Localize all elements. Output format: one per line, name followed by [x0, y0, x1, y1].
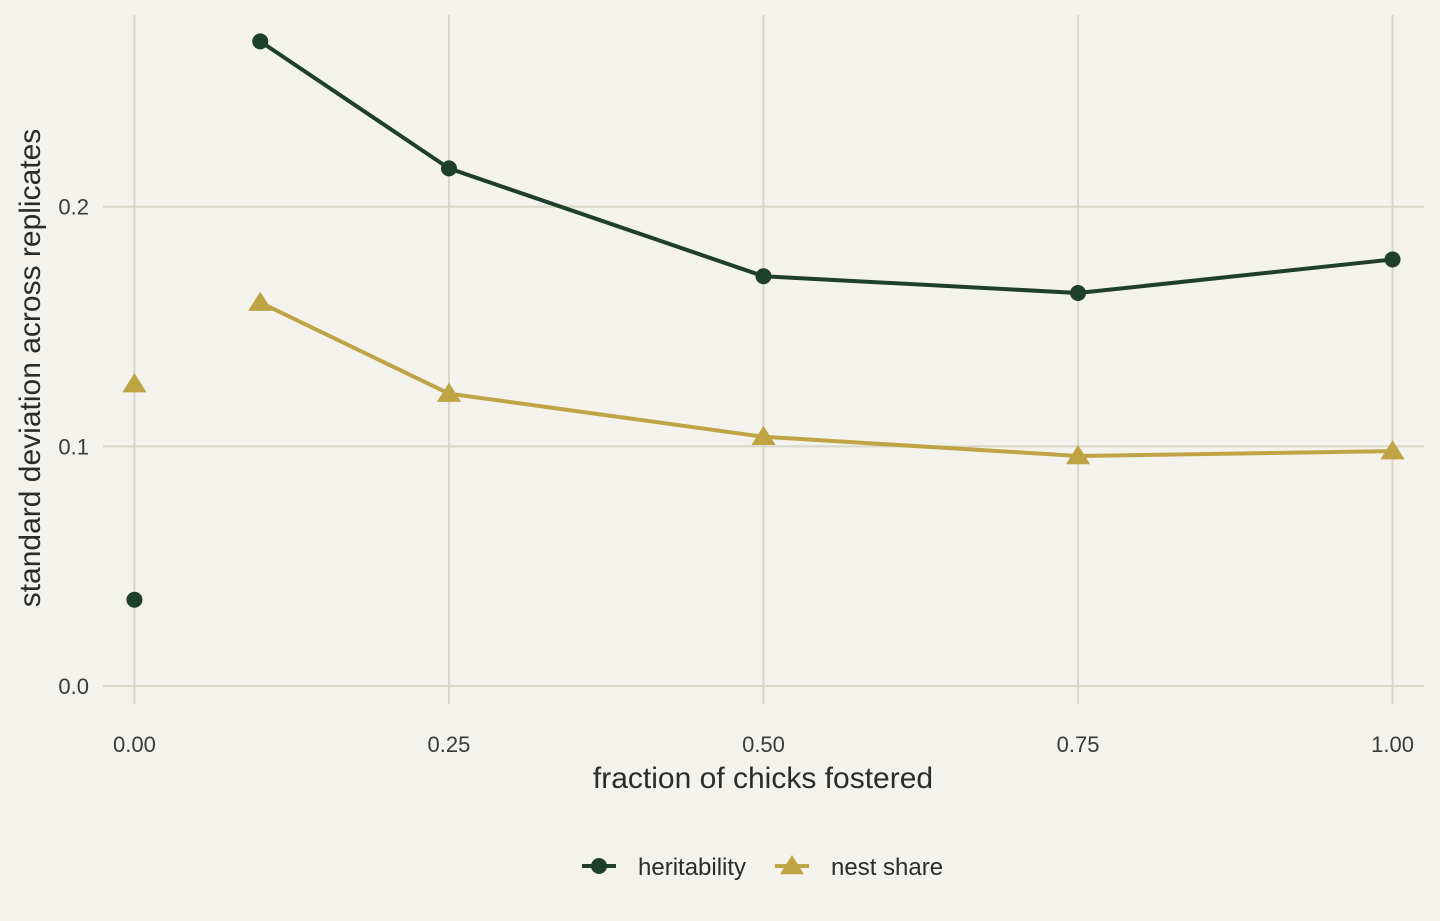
y-tick-label: 0.2	[58, 195, 89, 220]
series-line-heritability	[259, 39, 1393, 295]
data-point-nest-share	[248, 291, 273, 311]
series-layer	[122, 33, 1405, 608]
series-nest-share	[122, 291, 1405, 465]
data-point-heritability	[440, 160, 457, 177]
legend-marker-heritability	[591, 858, 607, 874]
data-point-heritability	[1384, 251, 1401, 268]
x-axis-ticks: 0.00 0.25 0.50 0.75 1.00	[113, 732, 1414, 757]
x-tick-label: 0.50	[742, 732, 785, 757]
data-point-heritability	[1070, 284, 1087, 301]
series-heritability	[126, 33, 1401, 608]
x-tick-label: 0.75	[1057, 732, 1100, 757]
data-point-nest-share	[122, 373, 147, 393]
gridlines	[103, 15, 1424, 704]
legend-marker-nest-share	[779, 855, 805, 875]
y-tick-label: 0.1	[58, 434, 89, 459]
data-point-heritability	[126, 591, 143, 608]
data-point-nest-share	[1065, 444, 1091, 465]
series-line-nest-share	[259, 300, 1393, 458]
data-point-nest-share	[1380, 440, 1405, 460]
x-tick-label: 0.25	[428, 732, 471, 757]
y-axis-ticks: 0.0 0.1 0.2	[58, 195, 89, 699]
y-axis-title: standard deviation across replicates	[14, 129, 47, 608]
legend: heritability nest share	[582, 854, 943, 881]
x-tick-label: 0.00	[113, 732, 156, 757]
data-point-heritability	[755, 268, 772, 285]
data-point-nest-share	[751, 425, 776, 446]
data-point-heritability	[252, 33, 269, 50]
legend-label-nest-share: nest share	[831, 854, 943, 881]
y-tick-label: 0.0	[58, 674, 89, 699]
x-axis-title: fraction of chicks fostered	[593, 762, 933, 795]
legend-label-heritability: heritability	[638, 854, 746, 881]
x-tick-label: 1.00	[1371, 732, 1414, 757]
legend-key-heritability	[582, 858, 616, 874]
data-point-nest-share	[436, 382, 462, 402]
legend-key-nest-share	[775, 855, 809, 875]
